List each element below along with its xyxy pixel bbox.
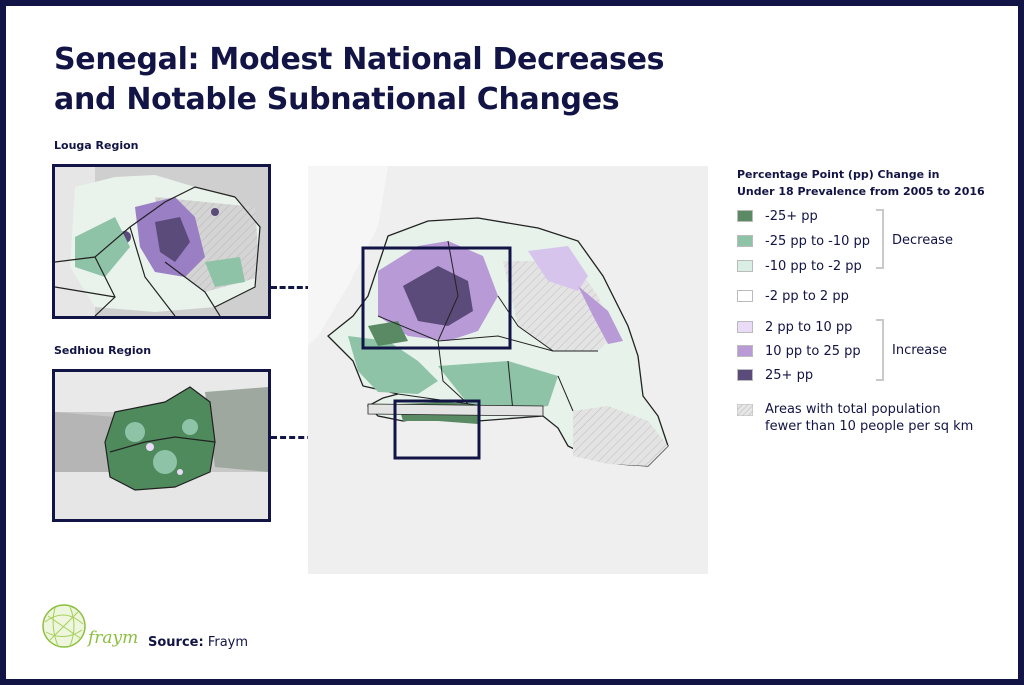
legend-swatch bbox=[737, 210, 753, 222]
legend-title: Percentage Point (pp) Change in Under 18… bbox=[737, 166, 1007, 200]
hatch-swatch bbox=[737, 404, 753, 416]
legend-label: -25 pp to -10 pp bbox=[765, 233, 871, 249]
hatch-line-1: Areas with total population bbox=[765, 402, 941, 417]
legend-title-line-2: Under 18 Prevalence from 2005 to 2016 bbox=[737, 185, 985, 198]
sedhiou-inset-label: Sedhiou Region bbox=[54, 344, 152, 357]
source-line: Source: Fraym bbox=[148, 635, 248, 650]
source-prefix: Source: bbox=[148, 635, 204, 650]
louga-inset-map bbox=[52, 164, 271, 319]
fraym-globe-icon bbox=[42, 604, 86, 648]
legend-swatch bbox=[737, 290, 753, 302]
legend-swatch bbox=[737, 235, 753, 247]
legend-label: 10 pp to 25 pp bbox=[765, 343, 861, 359]
fraym-logo-text: fraym bbox=[88, 628, 139, 648]
legend-item: 10 pp to 25 pp bbox=[737, 343, 861, 359]
legend-label: -10 pp to -2 pp bbox=[765, 258, 862, 274]
legend-item: 25+ pp bbox=[737, 367, 813, 383]
legend-item: -2 pp to 2 pp bbox=[737, 288, 849, 304]
legend-item: -25 pp to -10 pp bbox=[737, 233, 870, 249]
page-title: Senegal: Modest National Decreases and N… bbox=[54, 40, 754, 120]
louga-inset-label: Louga Region bbox=[54, 139, 139, 152]
source-name: Fraym bbox=[207, 635, 249, 650]
legend-swatch bbox=[737, 260, 753, 272]
sedhiou-inset-map bbox=[52, 369, 271, 522]
legend-label: -2 pp to 2 pp bbox=[765, 288, 849, 304]
hatch-description: Areas with total population fewer than 1… bbox=[765, 401, 1005, 435]
legend-label: 25+ pp bbox=[765, 367, 814, 383]
senegal-map bbox=[308, 166, 708, 574]
fraym-logo bbox=[40, 602, 130, 652]
legend-swatch bbox=[737, 345, 753, 357]
legend-item: 2 pp to 10 pp bbox=[737, 319, 852, 335]
decrease-label: Decrease bbox=[892, 233, 953, 248]
increase-bracket bbox=[876, 319, 884, 381]
legend-hatch-item bbox=[737, 402, 765, 418]
increase-label: Increase bbox=[892, 343, 948, 358]
decrease-bracket bbox=[876, 209, 884, 269]
legend-item: -10 pp to -2 pp bbox=[737, 258, 862, 274]
title-line-2: and Notable Subnational Changes bbox=[54, 82, 620, 117]
title-line-1: Senegal: Modest National Decreases bbox=[54, 42, 665, 77]
legend-label: -25+ pp bbox=[765, 208, 818, 224]
legend-title-line-1: Percentage Point (pp) Change in bbox=[737, 168, 940, 181]
legend-swatch bbox=[737, 369, 753, 381]
legend-item: -25+ pp bbox=[737, 208, 818, 224]
legend-label: 2 pp to 10 pp bbox=[765, 319, 853, 335]
legend-swatch bbox=[737, 321, 753, 333]
hatch-line-2: fewer than 10 people per sq km bbox=[765, 419, 974, 434]
